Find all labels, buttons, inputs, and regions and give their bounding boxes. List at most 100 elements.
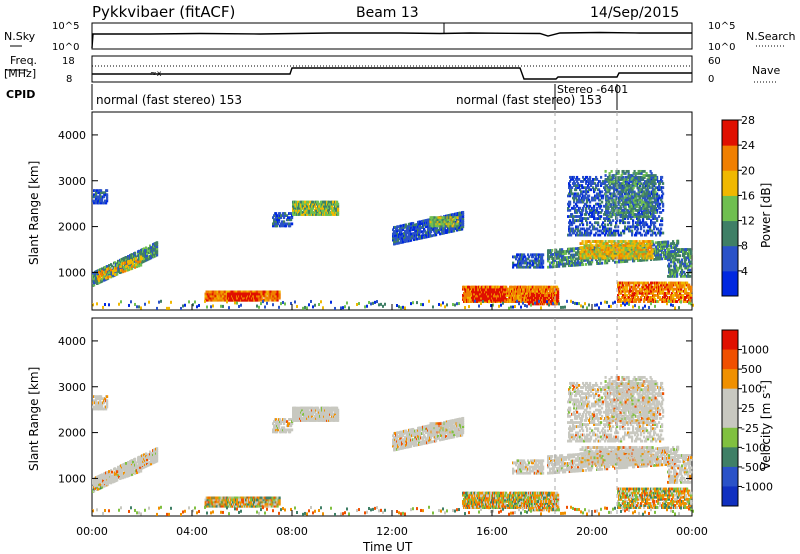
power-cell bbox=[589, 175, 592, 179]
power-cell bbox=[409, 228, 412, 232]
power-cell bbox=[443, 229, 446, 233]
power-cell bbox=[661, 175, 664, 179]
power-cell bbox=[647, 229, 650, 233]
power-cell bbox=[520, 265, 523, 269]
power-cell bbox=[435, 233, 438, 237]
power-cell bbox=[601, 208, 604, 212]
power-cell bbox=[415, 235, 418, 239]
power-cell bbox=[220, 298, 223, 302]
power-cell bbox=[269, 290, 272, 294]
power-cell bbox=[436, 218, 439, 222]
power-cell bbox=[552, 253, 555, 256]
power-cell bbox=[529, 294, 532, 297]
power-cell bbox=[555, 291, 558, 295]
power-cell bbox=[295, 211, 298, 214]
power-cell bbox=[519, 298, 522, 301]
power-cell bbox=[452, 220, 455, 224]
power-cell bbox=[571, 249, 574, 253]
power-cell bbox=[618, 233, 621, 237]
power-cell bbox=[284, 214, 287, 218]
freq-panel bbox=[91, 55, 693, 83]
power-cell bbox=[589, 221, 592, 225]
power-cell bbox=[525, 259, 528, 263]
power-cell bbox=[117, 268, 120, 271]
power-cell bbox=[542, 261, 545, 265]
power-cell bbox=[275, 212, 278, 215]
power-cell bbox=[591, 244, 594, 248]
power-cell bbox=[452, 213, 455, 216]
power-cell bbox=[459, 217, 462, 221]
nsearch-tick-bottom: 10^0 bbox=[708, 42, 735, 53]
power-cell bbox=[582, 263, 585, 267]
power-cell bbox=[293, 206, 296, 210]
power-cell bbox=[419, 220, 422, 224]
power-cell bbox=[608, 259, 611, 263]
power-cell bbox=[559, 258, 562, 262]
power-cell bbox=[135, 257, 138, 261]
power-cell bbox=[559, 260, 562, 264]
power-cell bbox=[563, 252, 566, 256]
power-cell bbox=[587, 217, 590, 220]
power-cell bbox=[550, 253, 553, 256]
power-cell bbox=[526, 291, 529, 295]
power-cell bbox=[462, 221, 465, 225]
power-cell bbox=[439, 224, 442, 228]
power-cell bbox=[399, 226, 402, 230]
power-cell bbox=[131, 260, 134, 264]
power-cell bbox=[555, 252, 558, 256]
power-cell bbox=[522, 257, 525, 261]
power-cell bbox=[407, 231, 410, 235]
power-cell bbox=[403, 232, 406, 235]
power-cell bbox=[280, 222, 283, 226]
power-cell bbox=[100, 189, 103, 193]
power-cell bbox=[106, 199, 109, 203]
power-cell bbox=[394, 230, 397, 233]
power-cell bbox=[441, 225, 444, 229]
power-cell bbox=[453, 229, 456, 233]
power-cell bbox=[103, 195, 106, 199]
power-cell bbox=[130, 259, 133, 262]
power-cell bbox=[101, 199, 104, 203]
power-cell bbox=[533, 298, 536, 302]
power-cell bbox=[622, 240, 625, 243]
power-cell bbox=[416, 227, 419, 231]
power-cell bbox=[106, 265, 109, 268]
power-cell bbox=[564, 250, 567, 253]
power-cell bbox=[504, 298, 507, 302]
power-cell bbox=[328, 200, 331, 204]
power-cell bbox=[417, 229, 420, 232]
power-cell bbox=[129, 261, 132, 265]
power-cell bbox=[146, 256, 149, 260]
power-cell bbox=[135, 259, 138, 263]
power-cell bbox=[623, 258, 626, 261]
power-cell bbox=[451, 224, 454, 228]
power-cell bbox=[500, 296, 503, 300]
power-cell bbox=[561, 256, 564, 260]
power-cell bbox=[394, 225, 397, 229]
power-cell bbox=[505, 285, 508, 289]
power-cell bbox=[235, 298, 238, 302]
nsearch-label: N.Search bbox=[746, 30, 796, 43]
power-cell bbox=[204, 292, 207, 296]
power-cell bbox=[557, 300, 560, 304]
power-cell bbox=[462, 293, 465, 297]
power-cell bbox=[538, 253, 541, 257]
power-cell bbox=[239, 294, 242, 298]
power-cell bbox=[204, 296, 207, 300]
power-cell bbox=[520, 293, 523, 297]
power-cell bbox=[114, 261, 117, 265]
power-cell bbox=[520, 257, 523, 261]
power-cell bbox=[124, 269, 127, 273]
power-cell bbox=[596, 260, 599, 263]
power-cell bbox=[549, 263, 552, 267]
power-cell bbox=[412, 224, 415, 227]
power-cell bbox=[569, 260, 572, 263]
power-cell bbox=[94, 199, 97, 203]
power-cell bbox=[660, 227, 663, 231]
power-cell bbox=[624, 221, 627, 225]
power-cell bbox=[414, 225, 417, 229]
power-cell bbox=[112, 271, 115, 275]
power-cell bbox=[109, 266, 112, 270]
power-cell bbox=[462, 296, 465, 299]
power-cell bbox=[592, 248, 595, 251]
